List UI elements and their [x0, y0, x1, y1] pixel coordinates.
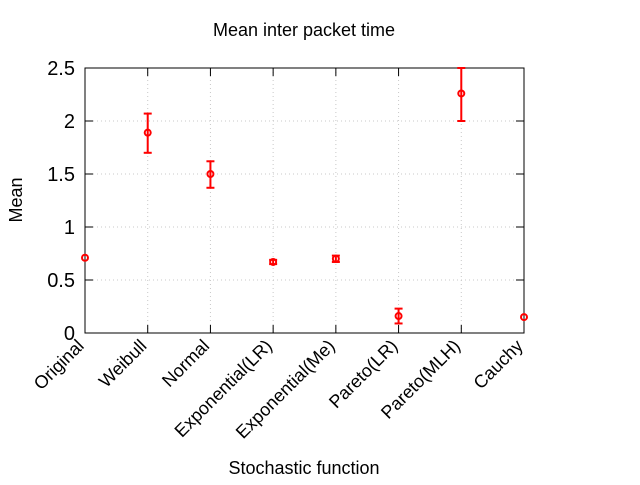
plot-frame: [84, 67, 525, 334]
y-tick-label: 0.5: [47, 270, 75, 292]
data-point: [143, 128, 152, 137]
y-tick-label: 2: [64, 111, 75, 133]
y-axis-label: Mean: [6, 177, 26, 222]
x-tick-labels: Original Weibull NormalExponential(LR)Expo…: [30, 336, 527, 443]
data-point: [331, 254, 340, 263]
data-point: [457, 89, 466, 98]
data-points: [81, 89, 528, 322]
y-tick-label: 1: [64, 217, 75, 239]
x-axis-label: Stochastic function: [228, 458, 379, 478]
data-point: [206, 170, 215, 178]
data-point: [269, 257, 278, 266]
y-tick-label: 2.5: [47, 58, 75, 80]
x-tick-label: Cauchy: [470, 336, 527, 393]
axis-ticks: [84, 67, 525, 334]
x-tick-label: Original: [30, 336, 88, 394]
y-tick-labels: 0 0.5 1 1.5 2 2.5: [47, 58, 75, 345]
x-tick-label: Weibull: [95, 336, 151, 392]
grid: [85, 68, 524, 333]
y-tick-label: 0: [64, 323, 75, 345]
data-point: [394, 312, 403, 321]
x-tick-label: Normal: [158, 336, 213, 391]
chart-title: Mean inter packet time: [213, 20, 395, 40]
y-tick-label: 1.5: [47, 164, 75, 186]
data-point: [81, 253, 89, 262]
error-bars: [143, 67, 466, 325]
data-point: [520, 313, 528, 322]
